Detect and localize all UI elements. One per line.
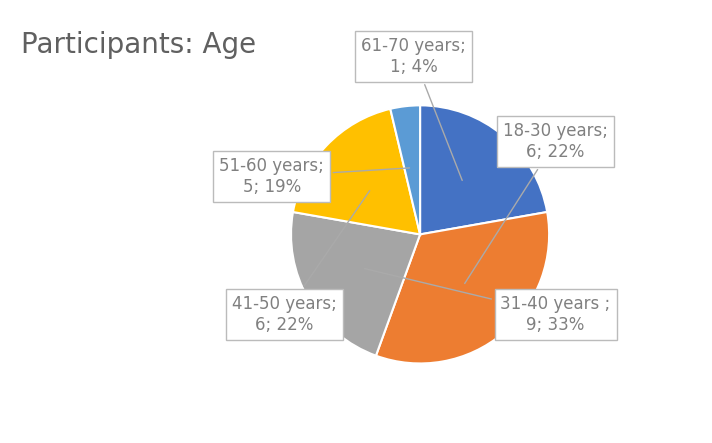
- Text: 41-50 years;
6; 22%: 41-50 years; 6; 22%: [232, 190, 370, 334]
- Text: 31-40 years ;
9; 33%: 31-40 years ; 9; 33%: [365, 268, 611, 334]
- Wedge shape: [376, 212, 549, 363]
- Text: Participants: Age: Participants: Age: [21, 31, 256, 59]
- Text: 51-60 years;
5; 19%: 51-60 years; 5; 19%: [219, 157, 409, 196]
- Wedge shape: [293, 109, 420, 234]
- Wedge shape: [291, 212, 420, 356]
- Wedge shape: [420, 105, 547, 234]
- Text: 61-70 years;
1; 4%: 61-70 years; 1; 4%: [361, 37, 466, 180]
- Text: 18-30 years;
6; 22%: 18-30 years; 6; 22%: [465, 122, 608, 284]
- Wedge shape: [390, 105, 420, 234]
